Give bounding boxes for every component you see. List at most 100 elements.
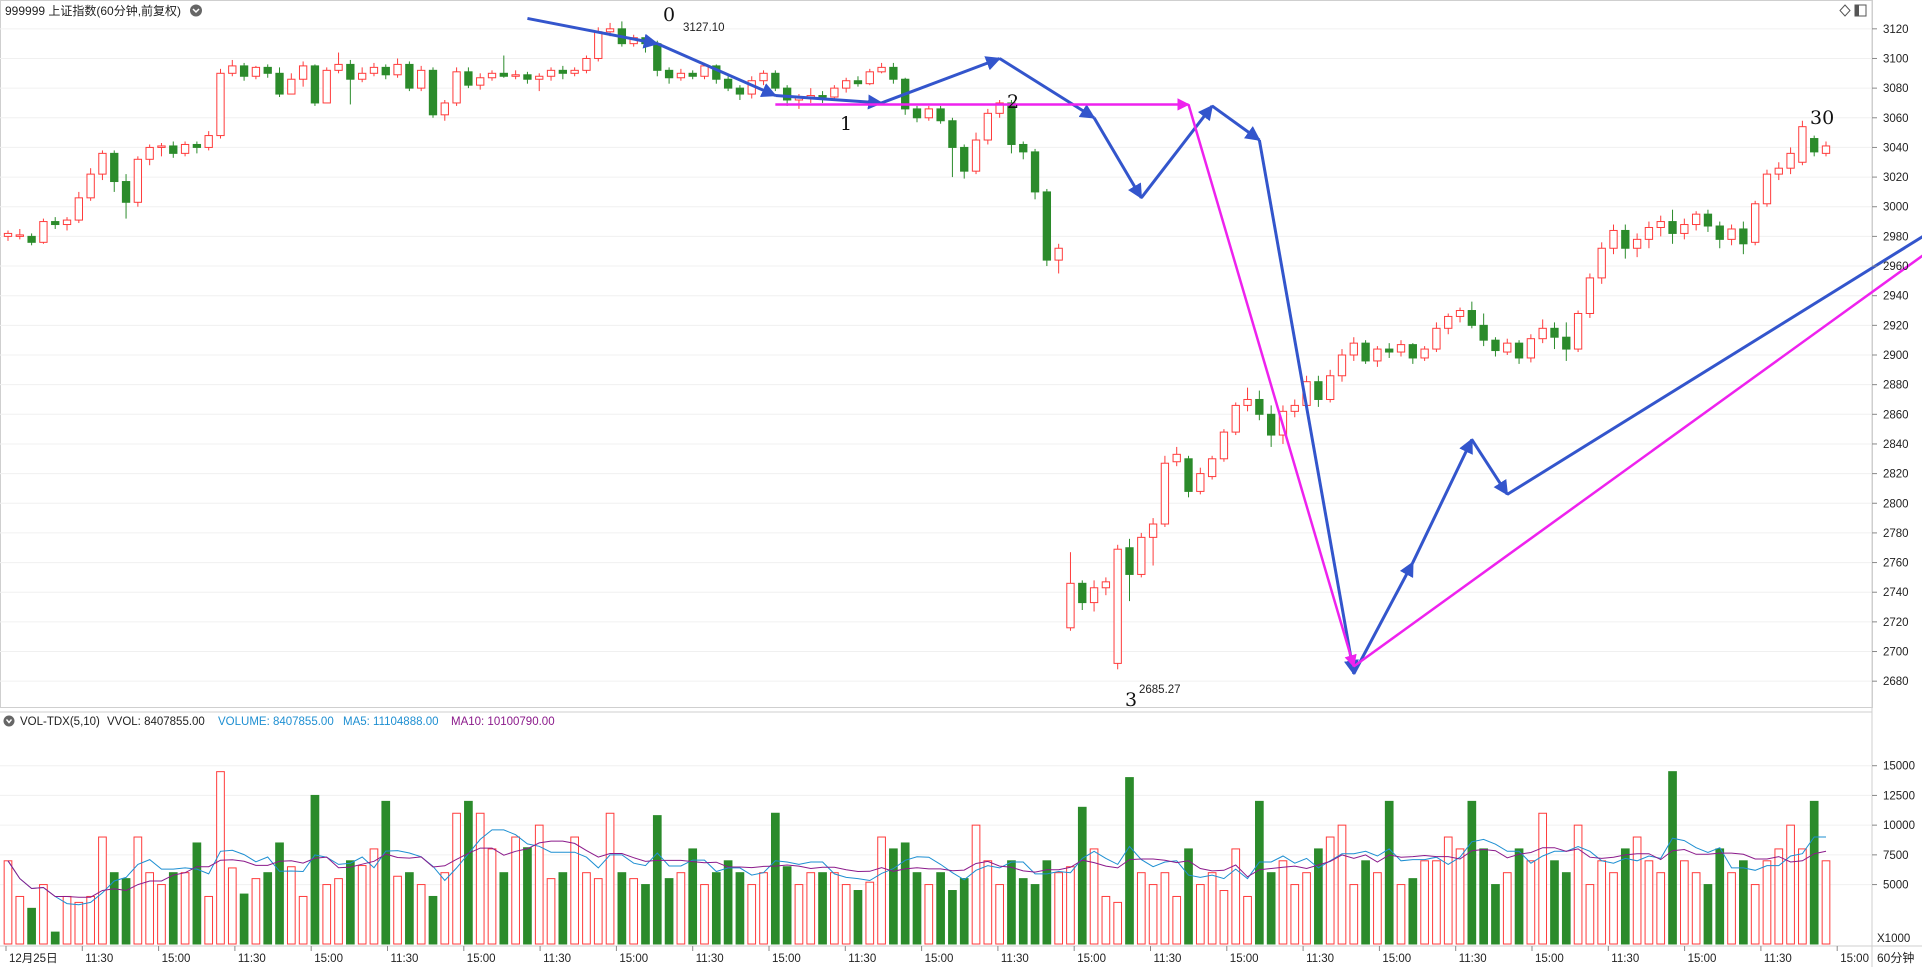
volume-bar xyxy=(1656,872,1666,945)
candle-body xyxy=(1444,315,1453,329)
volume-tick-label: 12500 xyxy=(1883,790,1915,802)
volume-bar xyxy=(1148,884,1158,945)
candle xyxy=(346,59,355,105)
volume-bar xyxy=(1609,872,1618,945)
volume-bar xyxy=(180,872,190,945)
candle-body xyxy=(1019,143,1028,153)
candle xyxy=(759,70,768,86)
diamond-icon[interactable] xyxy=(1839,4,1851,17)
volume-bar xyxy=(983,860,993,945)
price-tick-label: 3020 xyxy=(1883,172,1909,184)
volume-bar xyxy=(1798,848,1807,945)
candle xyxy=(971,132,981,175)
candle xyxy=(936,105,945,124)
volume-bar xyxy=(1809,800,1819,945)
volume-bar xyxy=(1691,872,1701,945)
candle-body xyxy=(417,69,426,89)
candle-body xyxy=(605,28,615,33)
time-tick-label: 15:00 xyxy=(1840,953,1869,965)
price-tick-label: 2880 xyxy=(1883,380,1909,392)
candle xyxy=(298,61,308,87)
candle xyxy=(121,174,131,219)
volume-bar xyxy=(3,860,13,945)
volume-bar xyxy=(593,878,603,945)
volume-bar xyxy=(1278,860,1288,945)
price-tick-label: 2860 xyxy=(1883,409,1909,421)
candle-body xyxy=(1207,458,1217,478)
time-tick-label: 15:00 xyxy=(1382,953,1411,965)
volume-bar xyxy=(1561,872,1571,945)
volume-bar xyxy=(298,895,308,945)
volume-bar xyxy=(1479,848,1488,945)
candle-body xyxy=(1420,348,1429,359)
volume-bar xyxy=(1136,872,1146,945)
candle-body xyxy=(1621,229,1630,249)
candle-body xyxy=(180,143,190,154)
time-tick-label: 11:30 xyxy=(391,953,419,965)
volume-bar xyxy=(1762,860,1772,945)
candle-body xyxy=(1821,145,1831,154)
candle xyxy=(239,62,249,81)
wave-segment-blue xyxy=(775,94,884,110)
candle xyxy=(818,91,827,103)
chevron-down-icon[interactable] xyxy=(3,715,15,727)
window-toggle-icon[interactable] xyxy=(1854,4,1867,17)
volume-bar xyxy=(1042,860,1052,945)
volume-bar xyxy=(1113,901,1123,945)
wave-segment-blue xyxy=(1092,117,1143,200)
volume-bar xyxy=(523,847,532,945)
candle xyxy=(1160,455,1170,527)
volume-bar xyxy=(1125,777,1134,945)
volume-tick-label: 15000 xyxy=(1883,761,1915,773)
candle xyxy=(357,67,367,83)
candle xyxy=(1396,340,1406,357)
candle xyxy=(1550,322,1559,350)
volume-bar xyxy=(877,836,886,945)
volume-bar xyxy=(912,872,922,945)
time-tick-label: 15:00 xyxy=(1688,953,1717,965)
volume-bar xyxy=(334,878,343,945)
volume-bar xyxy=(1101,895,1111,945)
volume-bar xyxy=(192,842,202,945)
volume-bar xyxy=(1420,860,1429,945)
candle xyxy=(1089,580,1099,612)
candle xyxy=(676,68,686,81)
chevron-down-icon[interactable] xyxy=(190,4,202,17)
volume-bar xyxy=(1302,872,1311,945)
candle-body xyxy=(1361,342,1370,362)
candle-body xyxy=(369,66,379,74)
candle xyxy=(912,105,922,123)
volume-ma-lines xyxy=(7,829,1827,906)
candle-body xyxy=(1703,213,1713,227)
candle xyxy=(1467,301,1477,329)
candle xyxy=(1562,322,1571,361)
volume-bar xyxy=(924,884,934,945)
candle xyxy=(62,217,72,231)
candle-body xyxy=(1609,229,1618,249)
volume-bar xyxy=(889,848,898,945)
candle-body xyxy=(62,219,72,226)
price-tick-label: 2740 xyxy=(1883,587,1909,599)
time-tick-label: 11:30 xyxy=(1611,953,1639,965)
candle xyxy=(1408,343,1417,364)
volume-bar xyxy=(1668,771,1677,945)
candle-body xyxy=(1184,458,1193,492)
candle xyxy=(263,64,272,78)
volume-bar xyxy=(322,884,332,945)
candle-body xyxy=(145,146,154,160)
volume-bar xyxy=(275,842,284,945)
price-tick-label: 2940 xyxy=(1883,291,1909,303)
volume-bar xyxy=(27,907,36,945)
candle xyxy=(1573,310,1583,353)
volume-bar xyxy=(711,872,721,945)
volume-bar xyxy=(865,881,875,945)
volume-bar xyxy=(1030,884,1040,945)
ma10-line xyxy=(7,840,1827,898)
candle xyxy=(1196,467,1205,495)
candle xyxy=(1432,322,1441,353)
time-tick-label: 15:00 xyxy=(772,953,801,965)
candle-body xyxy=(204,135,213,148)
candle-body xyxy=(476,77,485,86)
candle xyxy=(39,218,48,244)
